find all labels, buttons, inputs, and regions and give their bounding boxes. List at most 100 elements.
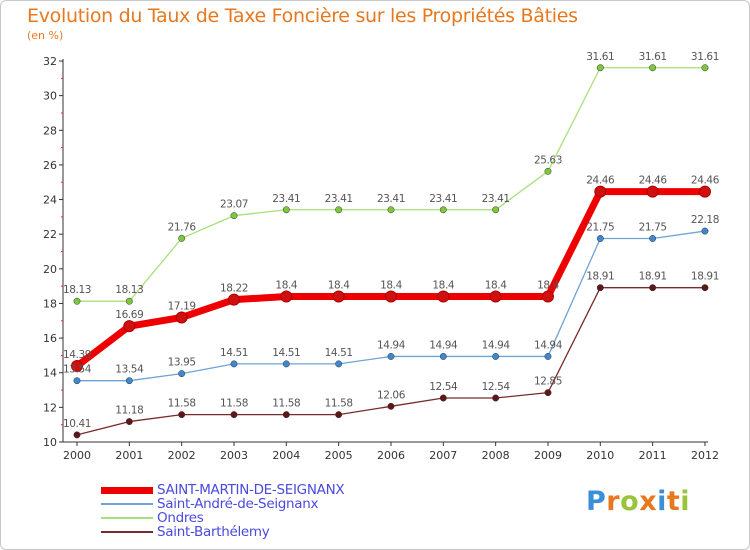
data-label: 13.54: [115, 364, 144, 376]
data-point: [123, 320, 136, 333]
x-tick-label: 2011: [639, 449, 667, 462]
data-point: [544, 167, 552, 175]
y-tick-label: 12: [43, 401, 57, 414]
data-point: [596, 235, 604, 242]
data-label: 14.94: [377, 339, 406, 351]
data-label: 23.41: [272, 193, 300, 205]
data-label: 13.95: [168, 357, 196, 369]
data-point: [701, 64, 709, 72]
x-tick-label: 2005: [325, 449, 353, 462]
data-label: 31.61: [691, 51, 719, 63]
x-tick-label: 2008: [482, 449, 510, 462]
data-point: [230, 360, 238, 368]
data-label: 14.94: [534, 339, 563, 351]
data-point: [649, 64, 657, 72]
legend-swatch: [101, 517, 153, 519]
data-label: 10.41: [63, 418, 91, 430]
data-label: 18.13: [115, 284, 143, 296]
y-tick-label: 16: [43, 332, 57, 345]
data-label: 25.63: [534, 154, 562, 166]
x-tick-label: 2012: [691, 449, 719, 462]
data-label: 31.61: [639, 51, 667, 63]
data-label: 11.58: [220, 398, 248, 410]
legend-label: Saint-André-de-Seignanx: [157, 496, 319, 512]
logo-letter: i: [657, 486, 667, 517]
logo-letter: r: [606, 486, 621, 517]
data-point: [335, 360, 343, 368]
data-label: 21.75: [639, 222, 667, 234]
x-tick-label: 2002: [168, 449, 196, 462]
data-point: [73, 377, 81, 385]
data-point: [175, 311, 188, 324]
data-label: 14.39: [63, 349, 91, 361]
data-point: [178, 370, 186, 378]
data-label: 31.61: [586, 51, 614, 63]
legend-swatch: [101, 487, 153, 494]
legend-swatch: [101, 531, 153, 533]
y-tick-label: 26: [43, 159, 57, 172]
data-label: 13.54: [63, 364, 92, 376]
data-label: 18.4: [485, 280, 507, 292]
x-tick-label: 2003: [220, 449, 248, 462]
legend-label: Saint-Barthélemy: [157, 524, 270, 540]
data-label: 18.91: [586, 271, 614, 283]
data-point: [73, 431, 81, 439]
data-point: [125, 377, 133, 385]
data-point: [71, 359, 83, 372]
data-point: [439, 394, 447, 402]
data-label: 11.58: [272, 398, 300, 410]
data-label: 24.46: [586, 175, 615, 187]
data-point: [701, 284, 709, 292]
data-label: 23.41: [377, 193, 405, 205]
data-label: 23.07: [220, 199, 248, 211]
data-point: [596, 284, 604, 292]
data-point: [335, 411, 343, 419]
data-label: 14.51: [220, 347, 248, 359]
data-label: 14.94: [482, 339, 511, 351]
x-tick-label: 2010: [586, 449, 614, 462]
data-point: [492, 352, 500, 360]
data-point: [541, 290, 554, 303]
logo-letter: P: [586, 486, 607, 517]
data-label: 21.75: [586, 222, 614, 234]
data-label: 18.22: [220, 283, 248, 295]
data-label: 12.85: [534, 376, 562, 388]
x-tick-label: 2007: [429, 449, 457, 462]
proxiti-logo: Proxiti: [586, 486, 690, 517]
data-point: [649, 235, 657, 242]
data-point: [544, 389, 552, 397]
data-point: [125, 418, 133, 426]
data-label: 23.41: [429, 193, 457, 205]
x-tick-label: 2000: [63, 449, 91, 462]
data-point: [387, 352, 395, 360]
data-point: [282, 360, 290, 368]
legend-label: SAINT-MARTIN-DE-SEIGNANX: [157, 482, 345, 498]
y-tick-label: 24: [43, 194, 57, 207]
data-label: 23.41: [325, 193, 353, 205]
data-label: 18.13: [63, 284, 91, 296]
data-label: 12.54: [429, 381, 458, 393]
data-point: [125, 297, 133, 305]
data-label: 12.06: [377, 389, 406, 401]
y-tick-label: 30: [43, 90, 57, 103]
data-label: 18.4: [380, 280, 402, 292]
y-tick-label: 10: [43, 436, 57, 449]
data-point: [332, 290, 345, 303]
data-point: [698, 185, 711, 198]
data-point: [384, 290, 397, 303]
x-tick-label: 2004: [272, 449, 300, 462]
data-label: 17.19: [168, 300, 196, 312]
data-point: [335, 206, 343, 214]
y-tick-label: 32: [43, 55, 57, 68]
data-point: [178, 234, 186, 242]
data-label: 18.4: [275, 280, 297, 292]
data-label: 11.58: [325, 398, 353, 410]
data-label: 14.94: [429, 339, 458, 351]
data-point: [73, 297, 81, 305]
logo-letter: t: [666, 486, 681, 517]
logo-letter: x: [639, 486, 658, 517]
data-point: [492, 394, 500, 402]
data-point: [282, 411, 290, 419]
data-label: 24.46: [639, 175, 668, 187]
